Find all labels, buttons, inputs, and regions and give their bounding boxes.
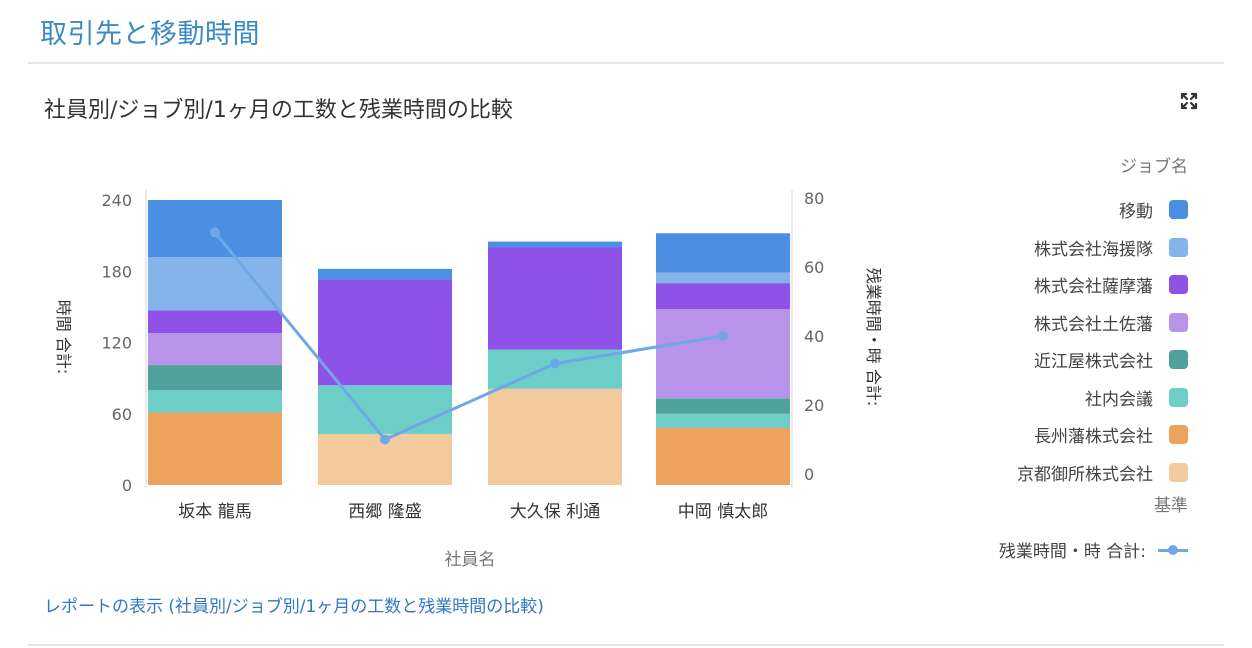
bar-segment[interactable] (318, 279, 452, 386)
line-marker-icon (1158, 540, 1188, 559)
legend-item[interactable]: 京都御所株式会社 (999, 454, 1188, 492)
bar-segment[interactable] (656, 309, 790, 399)
legend-swatch (1169, 200, 1188, 220)
y-right-tick-label: 40 (804, 327, 824, 346)
y-tick-label: 0 (122, 476, 132, 495)
legend-item[interactable]: 株式会社土佐藩 (999, 304, 1188, 342)
legend-label: 京都御所株式会社 (1017, 464, 1153, 485)
legend-title: ジョブ名 (1120, 157, 1188, 177)
legend-swatch (1169, 425, 1188, 445)
bar-segment[interactable] (656, 413, 790, 428)
bar-segment[interactable] (656, 398, 790, 414)
legend-label: 株式会社土佐藩 (1034, 314, 1153, 335)
y-right-axis-title: 残業時間・時 合計: (864, 268, 883, 406)
bar-segment[interactable] (656, 272, 790, 284)
page-title: 取引先と移動時間 (40, 19, 260, 50)
x-tick-label: 西郷 隆盛 (348, 502, 421, 522)
y-tick-label: 120 (101, 334, 132, 353)
line-point[interactable] (210, 227, 220, 238)
legend-label: 近江屋株式会社 (1034, 352, 1153, 373)
x-tick-label: 中岡 慎太郎 (678, 502, 768, 522)
bar-segment[interactable] (488, 247, 622, 350)
view-report-link[interactable]: レポートの表示 (社員別/ジョブ別/1ヶ月の工数と残業時間の比較) (44, 597, 544, 617)
bar-segment[interactable] (148, 412, 282, 485)
x-tick-label: 大久保 利通 (510, 502, 600, 522)
bar-segment[interactable] (656, 428, 790, 485)
legend-label: 残業時間・時 合計: (998, 542, 1146, 563)
legend-label: 長州藩株式会社 (1034, 427, 1153, 448)
x-tick-label: 坂本 龍馬 (178, 502, 251, 522)
stacked-bar-chart: 0 60 120 180 240 0 20 40 60 80 時間 合計: 残業時間・時 合計: 坂本 … (54, 189, 883, 570)
legend-item[interactable]: 社内会議 (999, 379, 1188, 417)
x-axis-title: 社員名 (445, 550, 496, 570)
line-point[interactable] (550, 358, 560, 369)
y-right-tick-label: 80 (804, 189, 824, 208)
bar-segment[interactable] (656, 233, 790, 273)
legend-item-overtime[interactable]: 残業時間・時 合計: (999, 531, 1188, 569)
bar-segment[interactable] (148, 310, 282, 333)
legend-label: 移動 (1119, 202, 1153, 223)
legend-label: 株式会社海援隊 (1034, 239, 1153, 260)
legend-label: 社内会議 (1085, 389, 1153, 410)
line-point[interactable] (718, 331, 728, 341)
legend-swatch (1169, 387, 1188, 407)
bar-segment[interactable] (148, 390, 282, 413)
chart-legend: ジョブ名 移動株式会社海援隊 株式会社薩摩藩 株式会社土佐藩 近江屋株式会社社内会議長… (999, 152, 1188, 569)
expand-icon[interactable] (1178, 90, 1200, 112)
bar-segment[interactable] (148, 333, 282, 366)
footer-divider (28, 644, 1224, 646)
legend-item[interactable]: 近江屋株式会社 (999, 341, 1188, 379)
line-point[interactable] (380, 434, 390, 445)
chart-title: 社員別/ジョブ別/1ヶ月の工数と残業時間の比較 (44, 98, 513, 123)
legend-swatch (1169, 462, 1188, 482)
y-axis-title: 時間 合計: (54, 300, 73, 374)
bar-segment[interactable] (488, 388, 622, 485)
bar-segment[interactable] (488, 241, 622, 248)
legend-swatch (1169, 275, 1188, 295)
legend-swatch (1169, 350, 1188, 370)
overtime-line (213, 231, 724, 442)
bar-segment[interactable] (318, 385, 452, 434)
legend-item[interactable]: 移動 (999, 191, 1188, 229)
header-divider (28, 62, 1224, 64)
legend-label: 株式会社薩摩藩 (1034, 277, 1153, 298)
bar-segment[interactable] (318, 268, 452, 280)
y-tick-label: 180 (101, 262, 132, 281)
bar-segment[interactable] (148, 365, 282, 390)
legend-item[interactable]: 長州藩株式会社 (999, 416, 1188, 454)
legend-swatch (1169, 312, 1188, 332)
legend-item[interactable]: 株式会社薩摩藩 (999, 266, 1188, 304)
y-right-tick-label: 20 (804, 396, 824, 415)
bar-segment[interactable] (148, 257, 282, 311)
legend-line-title: 基準 (1154, 496, 1188, 516)
legend-swatch (1169, 237, 1188, 257)
y-tick-label: 240 (101, 191, 132, 210)
y-tick-label: 60 (112, 405, 132, 424)
legend-item[interactable]: 株式会社海援隊 (999, 229, 1188, 267)
y-right-tick-label: 60 (804, 258, 824, 277)
y-right-tick-label: 0 (804, 465, 814, 484)
bar-segment[interactable] (656, 283, 790, 310)
